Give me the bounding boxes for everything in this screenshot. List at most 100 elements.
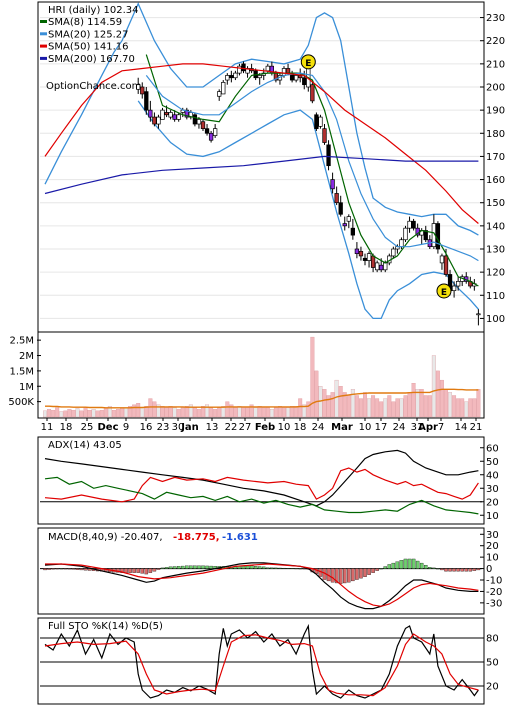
price-tick-label-8: 150	[486, 198, 505, 209]
candle-body-66	[403, 227, 408, 241]
volume-bar-103	[460, 398, 465, 418]
macd-hist-bar-55	[266, 567, 270, 569]
macd-hist-bar-82	[375, 568, 379, 571]
series-line-3	[44, 155, 479, 195]
volume-bar-13	[95, 410, 100, 418]
macd-hist-bar-27	[152, 568, 157, 572]
macd-hist-bar-41	[209, 565, 213, 569]
macd-hist-bar-87	[395, 561, 400, 569]
date-label-4: 9	[123, 422, 129, 433]
macd-hist-bar-37	[193, 565, 197, 569]
legend-label-3: SMA(200) 167.70	[48, 54, 135, 65]
candle-body-43	[310, 84, 315, 102]
volume-bar-30	[164, 407, 169, 418]
volume-bar-14	[99, 410, 104, 418]
price-tick-label-10: 130	[486, 245, 505, 256]
macd-hist-bar-100	[448, 568, 452, 572]
volume-bar-73	[338, 386, 343, 418]
macd-hist-bar-20	[124, 568, 128, 573]
price-tick-label-6: 170	[486, 152, 505, 163]
candle-body-50	[338, 202, 343, 215]
volume-bar-11	[87, 410, 92, 418]
candle-body-61	[383, 262, 388, 271]
date-label-15: 24	[312, 422, 325, 433]
legend-label-1: SMA(20) 125.27	[48, 29, 129, 40]
candle-body-6	[160, 109, 165, 120]
volume-bar-22	[132, 404, 137, 418]
macd-hist-bar-74	[342, 568, 347, 584]
macd-hist-bar-33	[176, 566, 181, 569]
candle-body-55	[358, 250, 364, 257]
series-line-1	[145, 72, 479, 262]
volume-bar-5	[63, 410, 68, 418]
sto-tick-label-0: 80	[486, 634, 499, 645]
adx-axis: 60 50 40 30 20 10	[480, 443, 499, 522]
candle-body-65	[399, 239, 404, 248]
volume-bar-96	[431, 355, 436, 418]
price-axis: 230 220 210 200 190 180 170 160 150 140 130 120 110 1…	[480, 13, 505, 325]
volume-bar-31	[168, 406, 173, 418]
macd-hist-bar-23	[136, 568, 140, 573]
macd-hist-bar-53	[257, 566, 262, 569]
volume-bar-75	[346, 395, 351, 418]
price-panel: 230 220 210 200 190 180 170 160 150 140 130 120 110 1…	[37, 1, 505, 333]
volume-bar-90	[407, 392, 412, 418]
date-label-11: 27	[239, 422, 252, 433]
series-line-5	[137, 100, 479, 320]
volume-bar-9	[79, 410, 84, 418]
adx-panel-frame	[37, 436, 485, 525]
volume-bar-38	[196, 409, 201, 418]
volume-average	[45, 388, 479, 409]
candle-body-51	[342, 223, 347, 227]
volume-bar-91	[411, 383, 416, 418]
volume-bar-74	[342, 392, 347, 418]
volume-bar-10	[83, 407, 88, 418]
date-label-1: 18	[60, 422, 73, 433]
macd-hist-bar-22	[132, 568, 136, 573]
macd-hist-bar-31	[168, 566, 173, 569]
macd-hist-bar-71	[330, 568, 335, 583]
date-label-8: Jan	[180, 422, 199, 433]
volume-bar-92	[415, 389, 420, 418]
sto-line-1	[44, 633, 479, 697]
date-label-2: 25	[81, 422, 94, 433]
volume-bar-0	[43, 410, 47, 418]
macd-histogram	[43, 558, 481, 584]
macd-hist-bar-7	[71, 568, 76, 570]
volume-bar-104	[464, 401, 469, 418]
volume-bar-87	[395, 398, 400, 418]
date-label-3: Dec	[97, 422, 118, 433]
volume-panel: 2.5M 2M 1.5M 1M 500K	[8, 331, 485, 419]
adx-tick-label-0: 60	[486, 443, 499, 454]
date-label-20: 31	[411, 422, 424, 433]
macd-hist-bar-5	[63, 568, 68, 570]
macd-hist-bar-96	[432, 567, 436, 569]
candle-body-14	[192, 114, 198, 125]
macd-hist-bar-50	[245, 565, 250, 569]
volume-bar-107	[476, 389, 481, 418]
candle-body-58	[370, 255, 376, 268]
adx-tick-label-3: 30	[486, 484, 499, 495]
price-tick-label-12: 110	[486, 291, 505, 302]
candle-body-48	[330, 179, 335, 190]
volume-bar-2	[51, 410, 56, 418]
volume-bar-102	[456, 398, 461, 418]
price-panel-frame	[37, 1, 485, 333]
macd-label: MACD(8,40,9) -20.407,	[48, 532, 163, 543]
candle-body-41	[302, 77, 307, 86]
macd-hist-bar-10	[83, 568, 88, 571]
date-label-16: Mar	[331, 422, 353, 433]
volume-bar-62	[294, 406, 299, 418]
volume-bar-94	[423, 395, 428, 418]
volume-bar-50	[245, 407, 250, 418]
sto-tick-label-1: 50	[486, 658, 499, 669]
earnings-marker-label-0: E	[305, 59, 311, 69]
candle-body-0	[136, 84, 141, 90]
price-tick-label-1: 220	[486, 36, 505, 47]
volume-bar-71	[330, 392, 335, 418]
volume-bar-83	[379, 401, 384, 418]
macd-hist-bar-25	[144, 568, 149, 575]
volume-bar-37	[192, 407, 197, 418]
volume-bar-76	[350, 389, 355, 418]
